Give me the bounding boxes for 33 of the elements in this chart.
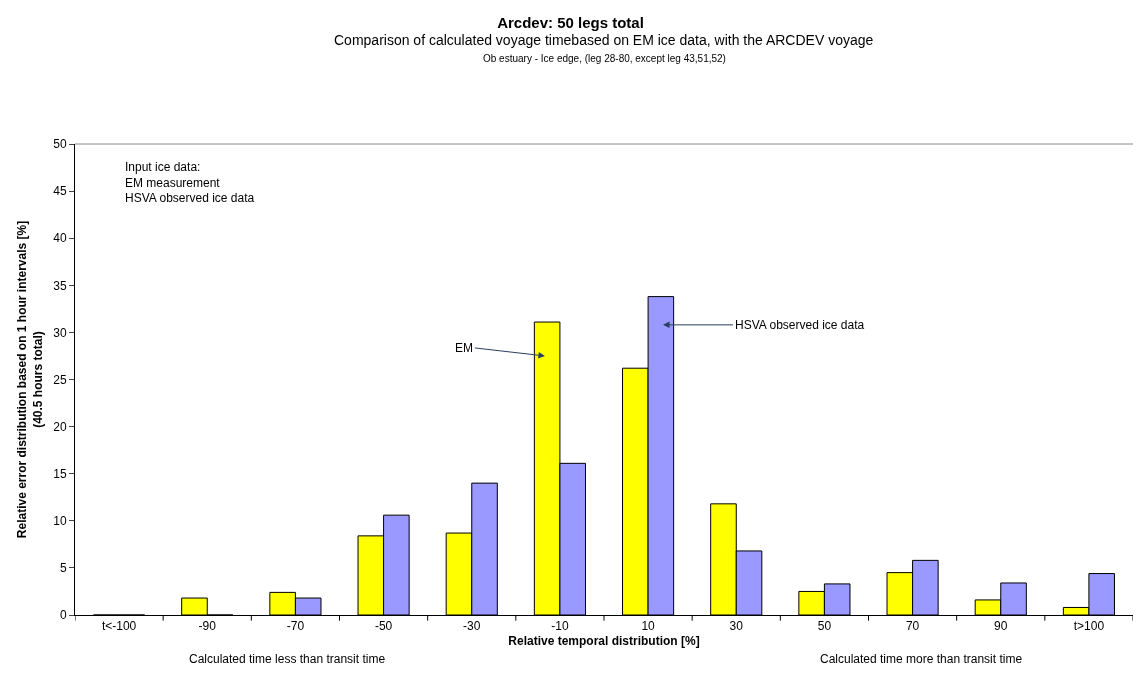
y-tick-label: 35 bbox=[53, 278, 67, 293]
chart-subtitle: Comparison of calculated voyage timebased on EM ice data, with the ARCDEV voyage bbox=[334, 32, 874, 48]
x-tick-label: 30 bbox=[729, 619, 744, 634]
text: Ob estuary - Ice edge, (leg 28-80, except leg 43,51,52) bbox=[483, 53, 726, 64]
x-tick-label: t<-100 bbox=[101, 619, 137, 634]
x-tick-label: -90 bbox=[198, 619, 217, 634]
y-tick-label: 15 bbox=[53, 466, 67, 481]
y-tick-label: 45 bbox=[53, 184, 67, 199]
x-tick-label: 50 bbox=[817, 619, 832, 634]
chart-title: Arcdev: 50 legs total bbox=[497, 13, 644, 31]
x-tick-label: -50 bbox=[374, 619, 393, 634]
annotation: HSVA observed ice data bbox=[735, 318, 865, 332]
x-tick-label: -70 bbox=[286, 619, 305, 634]
y-tick-label: 0 bbox=[59, 608, 67, 623]
y-tick-label: 50 bbox=[53, 137, 67, 152]
x-tick-label: -30 bbox=[463, 619, 481, 634]
text: Calculated time less than transit time bbox=[189, 652, 386, 666]
y-axis-title: Relative error distribution based on 1 hour intervals [%] (40.5 hours total) bbox=[14, 220, 45, 539]
x-tick-label: 10 bbox=[641, 619, 656, 634]
annotation: EM bbox=[455, 341, 473, 355]
y-tick-label: 20 bbox=[53, 419, 67, 434]
x-axis-title: Relative temporal distribution [%] bbox=[508, 634, 700, 649]
x-tick-label: 90 bbox=[994, 619, 1008, 634]
y-tick-label: 25 bbox=[53, 372, 67, 387]
x-tick-label: t>100 bbox=[1073, 619, 1105, 634]
y-tick-label: 10 bbox=[53, 514, 67, 528]
x-tick-label: 70 bbox=[905, 619, 920, 634]
y-tick-label: 5 bbox=[59, 561, 67, 576]
x-tick-label: -10 bbox=[551, 619, 569, 634]
y-tick-label: 30 bbox=[53, 325, 67, 340]
annotation: Input ice data: EM measurement HSVA observed ice data bbox=[125, 160, 255, 206]
text: Calculated time more than transit time bbox=[820, 652, 1023, 666]
y-tick-label: 40 bbox=[53, 231, 67, 246]
